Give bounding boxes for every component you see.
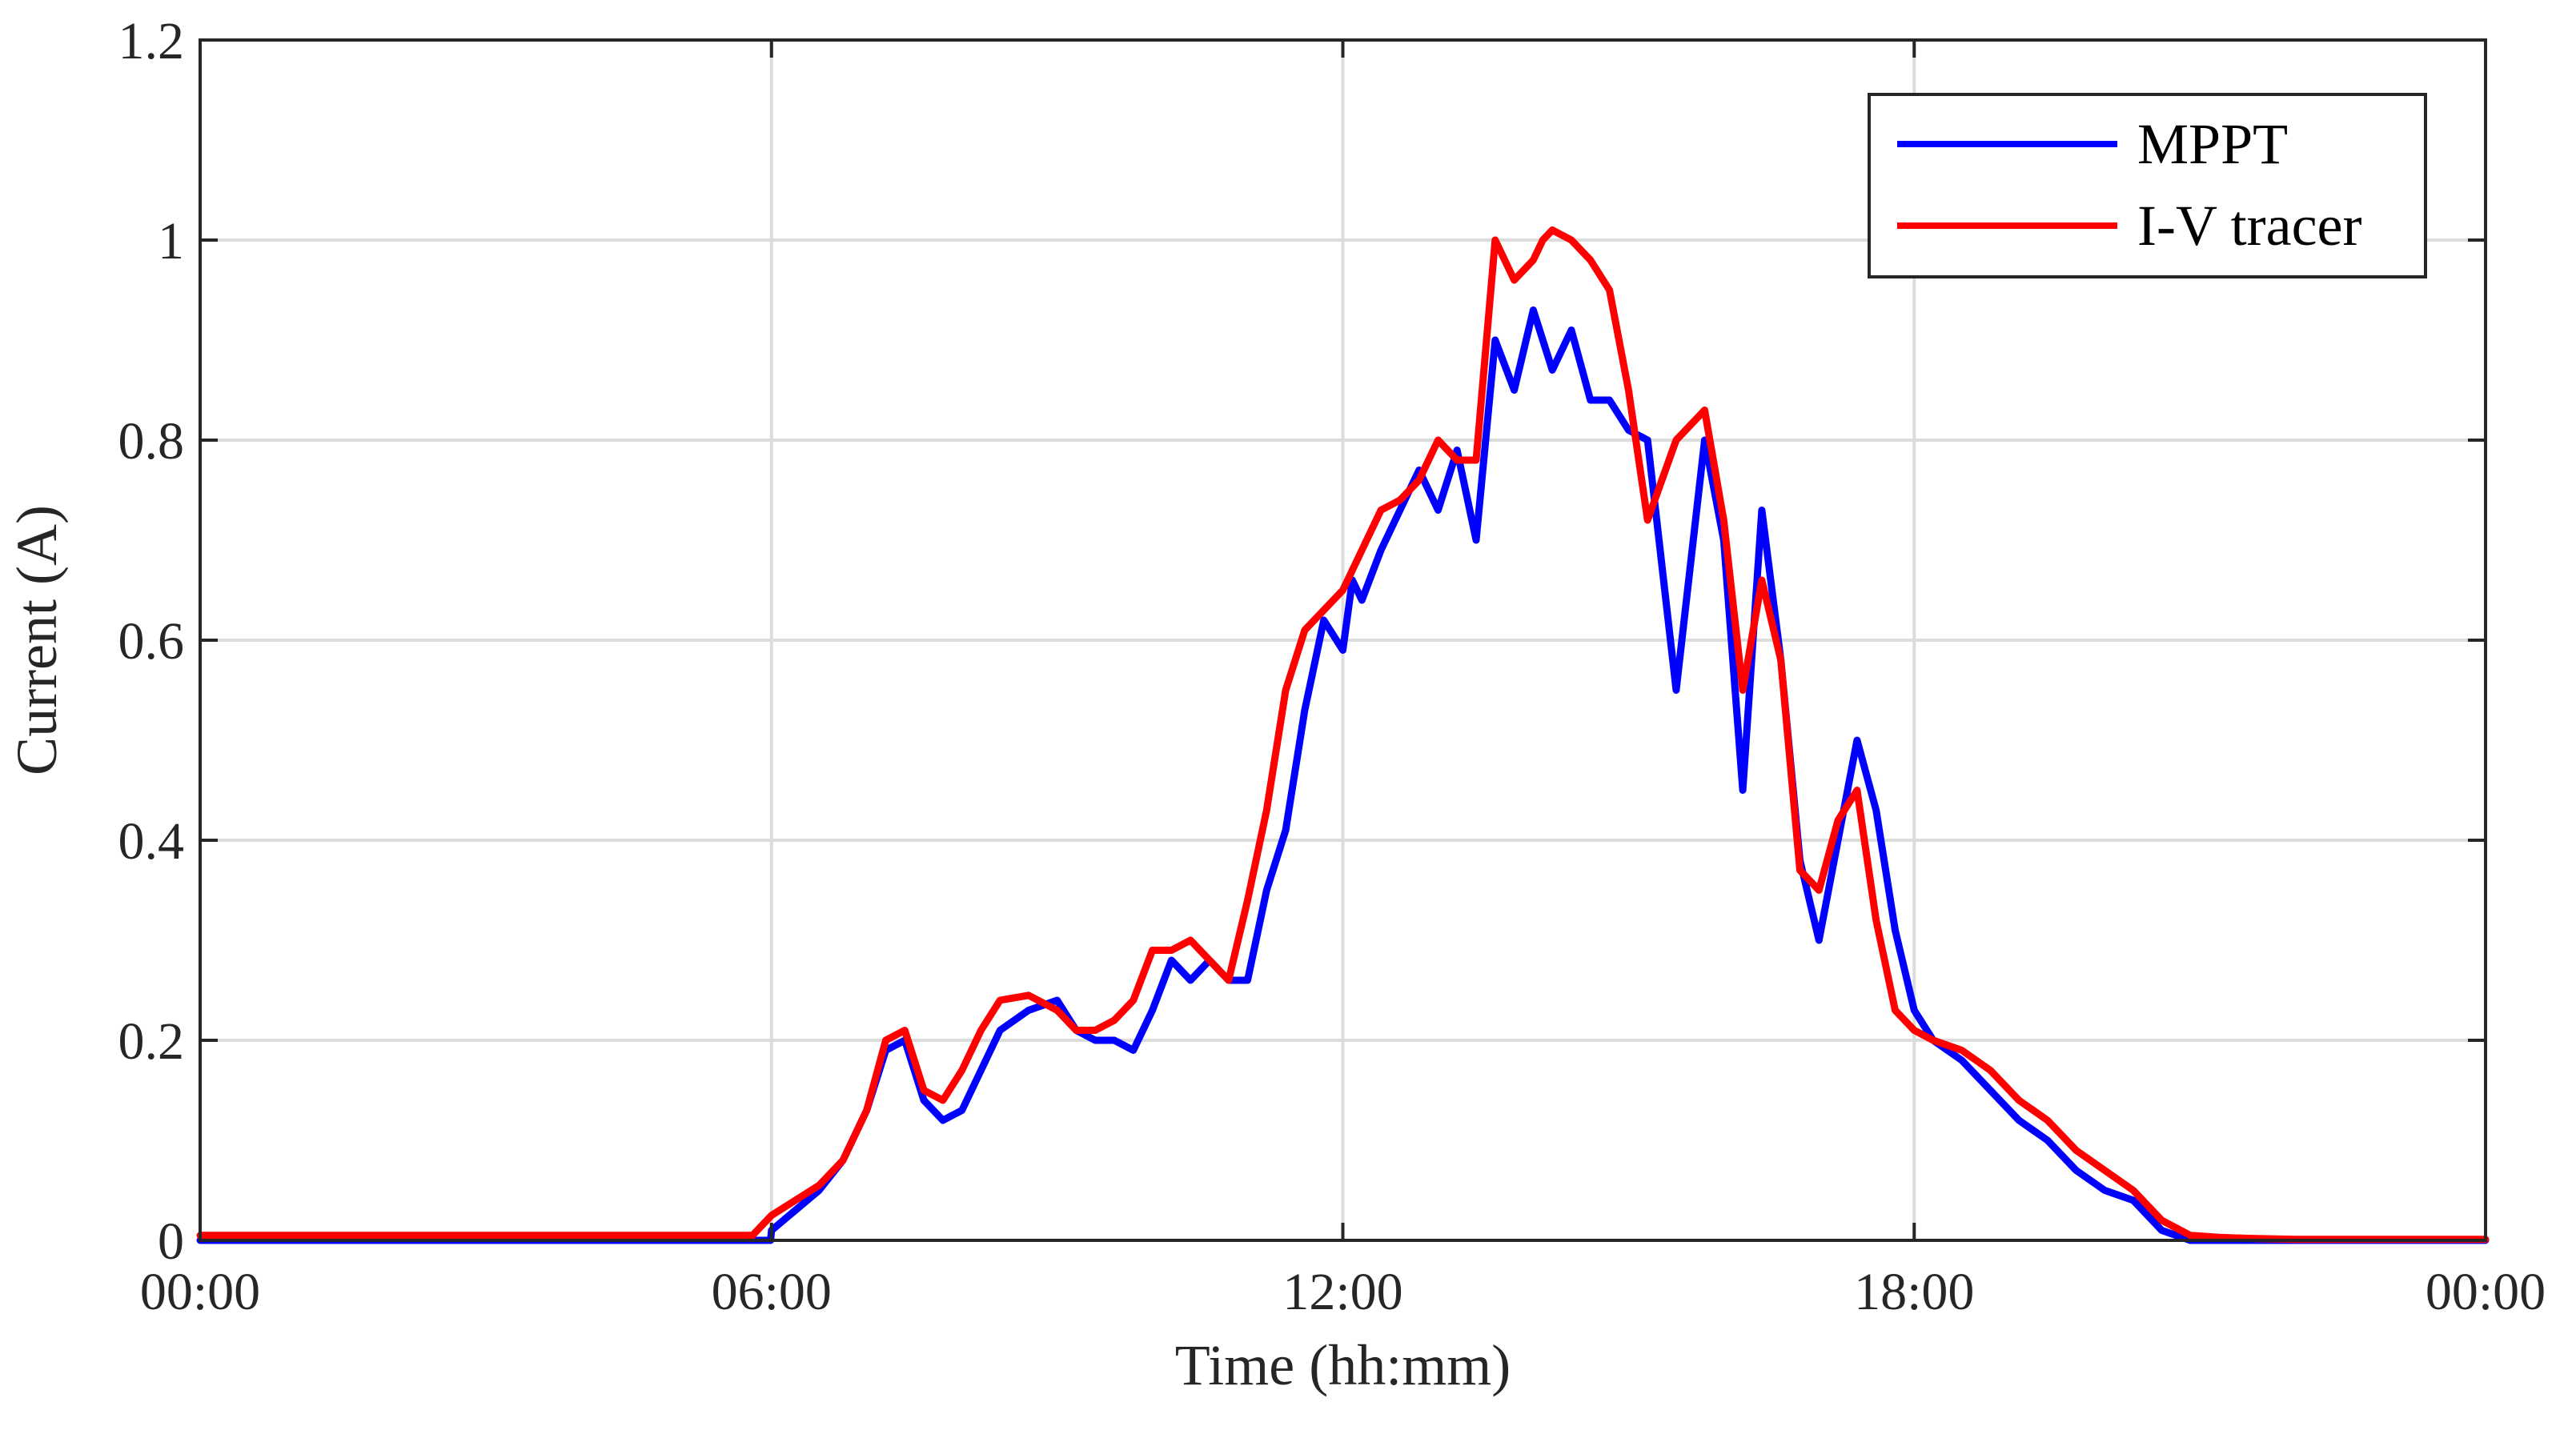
x-tick-label: 06:00: [712, 1263, 832, 1321]
x-tick-label: 00:00: [140, 1263, 260, 1321]
y-tick-label: 0.8: [118, 412, 185, 471]
y-tick-label: 0.6: [118, 612, 185, 671]
y-tick-label: 1: [158, 212, 184, 270]
x-tick-label: 00:00: [2426, 1263, 2546, 1321]
y-tick-label: 0.2: [118, 1012, 185, 1071]
legend-box: [1868, 93, 2427, 278]
x-tick-label: 18:00: [1854, 1263, 1974, 1321]
legend-label-iv-tracer: I-V tracer: [2137, 194, 2362, 258]
legend: MPPT I-V tracer: [1868, 93, 2427, 278]
x-axis-label: Time (hh:mm): [1175, 1333, 1511, 1397]
y-tick-label: 1.2: [118, 12, 185, 70]
x-tick-label: 12:00: [1282, 1263, 1402, 1321]
y-axis-label: Current (A): [5, 505, 69, 775]
series-line-mppt: [196, 306, 2490, 1244]
y-tick-label: 0: [158, 1212, 184, 1271]
axis-ticks: 00:00 06:00 12:00 18:00 00:0000.20.40.60.811…: [118, 12, 2546, 1321]
series-line-iv-tracer: [196, 226, 2490, 1244]
y-tick-label: 0.4: [118, 812, 185, 871]
legend-label-mppt: MPPT: [2137, 112, 2288, 176]
series-lines: [196, 226, 2490, 1244]
